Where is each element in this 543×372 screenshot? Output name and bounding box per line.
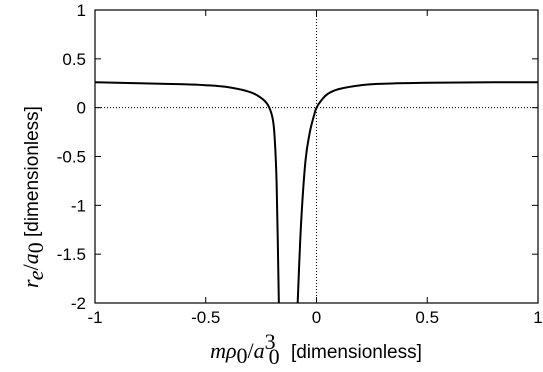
x-tick-label: -0.5 bbox=[191, 308, 220, 327]
x-tick-label: 1 bbox=[533, 308, 542, 327]
y-tick-label: 1 bbox=[77, 1, 86, 20]
x-tick-label: 0 bbox=[312, 308, 321, 327]
svg-text:re/a0 [dimensionless]: re/a0 [dimensionless] bbox=[18, 106, 48, 288]
y-tick-label: 0.5 bbox=[62, 50, 86, 69]
series-line-segment-1 bbox=[95, 81, 280, 303]
series-line-segment-2 bbox=[296, 81, 538, 303]
y-tick-label: -1.5 bbox=[57, 245, 86, 264]
x-axis-label: mρ0/a3 0 [dimensionless] bbox=[210, 329, 422, 369]
x-tick-label: -1 bbox=[87, 308, 102, 327]
svg-text:mρ0/a30 [dimensionless]: mρ0/a3 0 [dimensionless] bbox=[210, 329, 422, 369]
y-tick-label: -2 bbox=[71, 294, 86, 313]
y-axis-label: re/a0 [dimensionless] bbox=[18, 106, 48, 288]
y-tick-label: -0.5 bbox=[57, 148, 86, 167]
x-tick-label: 0.5 bbox=[415, 308, 439, 327]
y-tick-label: -1 bbox=[71, 196, 86, 215]
y-tick-label: 0 bbox=[77, 99, 86, 118]
